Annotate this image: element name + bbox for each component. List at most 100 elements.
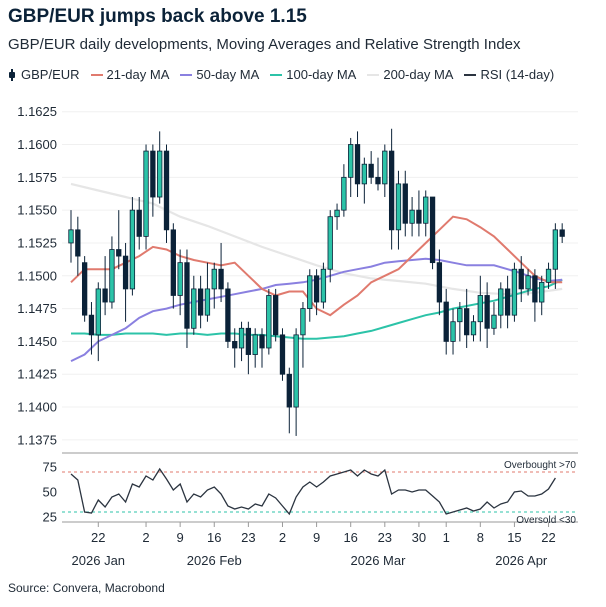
candle-body xyxy=(122,255,129,290)
candle-body xyxy=(211,268,217,290)
candle-body xyxy=(416,209,422,224)
chart-title: GBP/EUR jumps back above 1.15 xyxy=(8,6,307,27)
candle-body xyxy=(157,150,163,198)
x-month-label: 2026 Mar xyxy=(351,553,407,568)
candle-body xyxy=(518,268,524,290)
candle-body xyxy=(559,229,565,237)
x-tick-label: 22 xyxy=(541,530,555,545)
candle-body xyxy=(81,262,88,316)
chart-subtitle: GBP/EUR daily developments, Moving Avera… xyxy=(8,36,521,53)
y-tick-label: 1.1425 xyxy=(17,367,57,382)
candle-body xyxy=(252,334,258,355)
x-tick-label: 2 xyxy=(279,530,286,545)
overbought-label: Overbought >70 xyxy=(504,460,576,471)
candle-body xyxy=(293,334,299,408)
rsi-y-tick-label: 50 xyxy=(43,485,57,500)
candle-body xyxy=(218,268,224,290)
oversold-label: Oversold <30 xyxy=(516,515,576,526)
candle-body xyxy=(539,281,545,303)
candle-body xyxy=(409,209,415,224)
candle-body xyxy=(197,288,204,316)
legend-item: 100-day MA xyxy=(270,67,356,82)
candle-body xyxy=(313,275,320,303)
candle-body xyxy=(423,196,429,224)
x-tick-label: 15 xyxy=(507,530,521,545)
candle-body xyxy=(395,183,402,231)
candle-body xyxy=(102,288,108,303)
x-tick-label: 16 xyxy=(343,530,357,545)
y-tick-label: 1.1450 xyxy=(17,334,57,349)
source-note: Source: Convera, Macrobond xyxy=(8,581,165,595)
candle-body xyxy=(511,268,518,316)
candle-body xyxy=(436,262,443,303)
candle-body xyxy=(552,229,559,270)
candle-body xyxy=(307,275,313,310)
x-tick-label: 9 xyxy=(177,530,184,545)
candle-body xyxy=(504,288,511,316)
x-tick-label: 23 xyxy=(241,530,255,545)
y-tick-label: 1.1475 xyxy=(17,301,57,316)
candle-body xyxy=(266,295,272,349)
x-tick-label: 16 xyxy=(207,530,221,545)
x-month-label: 2026 Feb xyxy=(187,553,242,568)
candle-body xyxy=(402,183,408,224)
candle-body xyxy=(368,163,374,178)
x-month-label: 2026 Jan xyxy=(72,553,126,568)
candle-body xyxy=(300,308,306,336)
candle-body xyxy=(443,301,449,342)
candle-body xyxy=(143,150,149,237)
legend-swatch xyxy=(464,73,477,76)
candle-body xyxy=(225,288,231,342)
candle-body xyxy=(116,249,122,257)
candle-body xyxy=(286,373,292,408)
candle-body xyxy=(279,334,286,375)
candle-body xyxy=(382,150,388,185)
y-tick-label: 1.1500 xyxy=(17,268,57,283)
candle-body xyxy=(273,295,279,336)
legend-swatch xyxy=(90,73,103,76)
candle-body xyxy=(375,176,381,185)
rsi-line xyxy=(70,467,556,516)
candle-body xyxy=(354,144,361,185)
candle-body xyxy=(484,295,490,329)
candlestick-icon xyxy=(8,68,16,81)
legend-label: 50-day MA xyxy=(196,67,260,82)
x-tick-label: 8 xyxy=(477,530,484,545)
y-tick-label: 1.1550 xyxy=(17,203,57,218)
candle-body xyxy=(491,314,497,329)
candle-body xyxy=(136,209,142,237)
candle-body xyxy=(245,327,252,355)
x-tick-label: 23 xyxy=(378,530,392,545)
candle-body xyxy=(457,308,463,323)
x-tick-label: 30 xyxy=(412,530,426,545)
x-tick-label: 22 xyxy=(91,530,105,545)
legend-swatch xyxy=(180,73,193,76)
legend-label: 200-day MA xyxy=(383,67,454,82)
candle-body xyxy=(545,268,552,283)
candle-body xyxy=(232,341,238,349)
legend-label: GBP/EUR xyxy=(21,67,80,82)
y-tick-label: 1.1600 xyxy=(17,137,57,152)
candle-body xyxy=(525,275,531,290)
y-tick-label: 1.1575 xyxy=(17,170,57,185)
legend-swatch xyxy=(367,73,380,76)
candle-body xyxy=(450,321,456,342)
candle-body xyxy=(238,327,245,349)
candle-body xyxy=(129,209,136,290)
candle-body xyxy=(177,262,183,296)
candle-body xyxy=(150,150,156,198)
rsi-y-tick-label: 75 xyxy=(43,460,57,475)
candle-body xyxy=(327,216,333,270)
x-tick-label: 2 xyxy=(142,530,149,545)
legend-label: 21-day MA xyxy=(106,67,170,82)
x-tick-label: 9 xyxy=(313,530,320,545)
candle-body xyxy=(388,150,395,231)
legend: GBP/EUR 21-day MA 50-day MA 100-day MA 200-d… xyxy=(8,67,565,82)
legend-label: 100-day MA xyxy=(286,67,357,82)
candle-body xyxy=(464,308,470,336)
x-tick-label: 1 xyxy=(443,530,450,545)
legend-item: GBP/EUR xyxy=(8,67,80,82)
y-tick-label: 1.1625 xyxy=(17,104,57,119)
candle-body xyxy=(88,314,95,336)
